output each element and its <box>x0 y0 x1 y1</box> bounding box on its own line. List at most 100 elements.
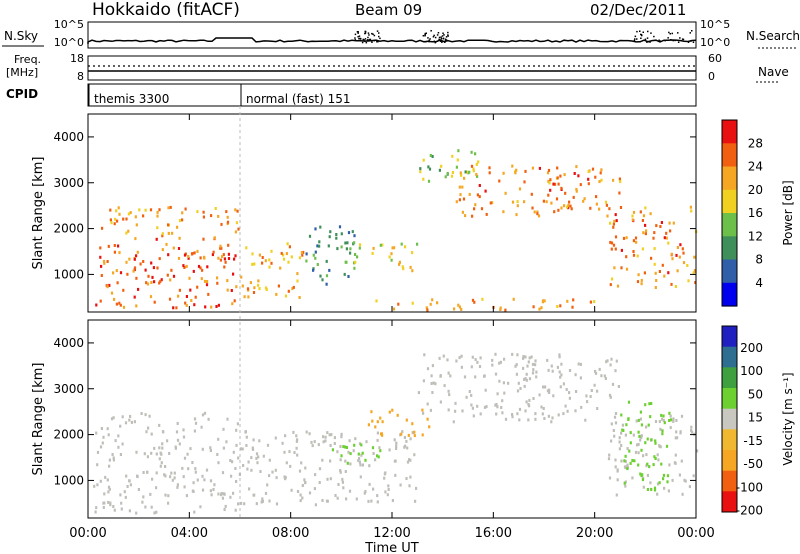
range-cell <box>625 267 629 271</box>
range-cell <box>135 450 138 454</box>
range-cell <box>203 255 206 259</box>
range-cell <box>419 170 422 174</box>
range-cell <box>339 458 342 462</box>
range-cell <box>423 353 426 357</box>
range-cell <box>523 200 526 204</box>
range-cell <box>473 300 476 304</box>
range-cell <box>491 358 494 362</box>
range-cell <box>226 288 229 292</box>
nsearch-point <box>366 39 369 41</box>
range-cell <box>402 267 405 271</box>
range-cell <box>690 209 693 213</box>
colorbar-segment <box>722 166 737 191</box>
cpid-label: CPID <box>6 87 38 101</box>
range-cell <box>234 208 237 212</box>
range-cell <box>638 434 641 438</box>
range-cell <box>428 167 432 171</box>
range-cell <box>637 451 640 455</box>
range-cell <box>604 377 607 380</box>
range-cell <box>318 467 322 471</box>
range-cell <box>518 418 521 422</box>
range-cell <box>631 459 634 462</box>
range-cell <box>614 421 618 425</box>
range-cell <box>681 492 684 496</box>
nsearch-point <box>424 35 426 37</box>
range-cell <box>339 470 342 474</box>
range-cell <box>233 257 236 261</box>
range-cell <box>296 279 299 283</box>
range-cell <box>398 260 401 264</box>
range-cell <box>543 417 546 420</box>
range-cell <box>127 229 130 233</box>
range-cell <box>344 241 347 245</box>
range-cell <box>656 492 659 496</box>
range-cell <box>556 365 559 369</box>
range-cell <box>663 486 666 490</box>
range-cell <box>631 218 634 222</box>
range-cell <box>432 381 435 385</box>
range-cell <box>549 178 552 182</box>
range-cell <box>406 446 409 450</box>
range-cell <box>546 358 549 362</box>
range-cell <box>515 363 518 367</box>
range-cell <box>662 419 665 422</box>
range-cell <box>660 413 663 417</box>
colorbar-label: Power [dB] <box>781 180 795 245</box>
freq-label: Freq. <box>14 53 41 66</box>
range-cell <box>348 489 352 493</box>
range-cell <box>353 234 356 238</box>
range-cell <box>229 459 232 462</box>
range-cell <box>172 246 175 250</box>
range-cell <box>687 279 690 283</box>
range-cell <box>415 486 418 490</box>
range-cell <box>113 297 116 301</box>
range-cell <box>265 288 268 291</box>
range-cell <box>368 464 371 468</box>
range-cell <box>582 199 585 203</box>
range-cell <box>468 170 471 174</box>
range-cell <box>176 485 179 489</box>
range-cell <box>644 403 647 407</box>
range-cell <box>616 284 620 288</box>
range-cell <box>491 201 494 205</box>
nsearch-point <box>691 30 693 32</box>
range-cell <box>225 210 228 214</box>
range-cell <box>659 445 662 449</box>
nsearch-point <box>378 35 380 38</box>
range-cell <box>141 500 144 504</box>
colorbar-frame <box>721 119 738 307</box>
range-cell <box>658 420 661 423</box>
range-cell <box>223 508 226 511</box>
range-cell <box>182 435 186 439</box>
range-cell <box>479 412 482 416</box>
range-cell <box>455 359 458 363</box>
range-cell <box>587 177 590 181</box>
range-cell <box>568 369 572 372</box>
range-cell <box>107 490 110 494</box>
range-cell <box>575 187 578 191</box>
range-cell <box>502 171 505 175</box>
range-cell <box>575 189 578 193</box>
range-cell <box>255 502 258 506</box>
range-cell <box>579 376 582 380</box>
range-cell <box>135 276 138 280</box>
range-cell <box>542 199 545 203</box>
range-cell <box>360 443 363 447</box>
range-cell <box>216 453 219 456</box>
range-cell <box>525 378 528 382</box>
range-cell <box>649 415 652 419</box>
range-cell <box>325 274 329 278</box>
range-cell <box>295 434 298 438</box>
range-cell <box>429 154 432 157</box>
range-cell <box>544 385 547 389</box>
range-cell <box>621 423 624 427</box>
range-cell <box>335 233 338 236</box>
range-cell <box>349 452 352 456</box>
range-cell <box>390 252 393 256</box>
range-cell <box>462 197 466 201</box>
range-cell <box>169 475 172 479</box>
range-cell <box>299 499 302 503</box>
range-cell <box>516 204 519 208</box>
colorbar-tick-label: 50 <box>748 387 763 401</box>
range-cell <box>654 420 658 423</box>
